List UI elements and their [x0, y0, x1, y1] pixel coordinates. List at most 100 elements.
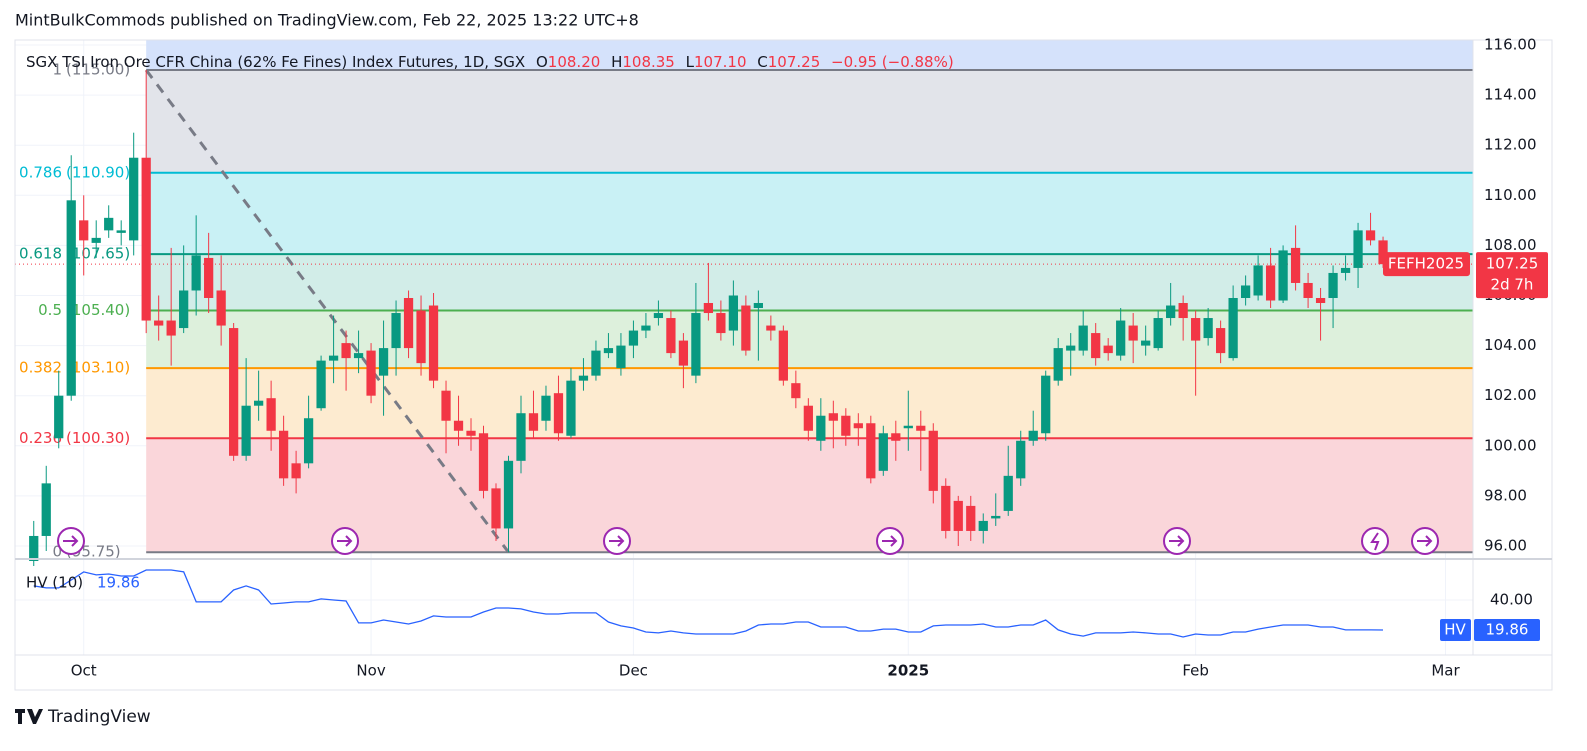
candle-body: [91, 237, 101, 243]
candle-body: [1053, 348, 1063, 381]
hv-tick-label: 40.00: [1490, 590, 1533, 608]
candle-body: [541, 395, 551, 421]
candle-body: [616, 345, 626, 369]
candle-body: [116, 230, 126, 233]
candle-body: [1315, 297, 1326, 304]
candle-body: [441, 390, 451, 421]
candle-body: [416, 310, 426, 364]
candle-body: [179, 290, 189, 329]
published-note: MintBulkCommods published on TradingView…: [15, 11, 639, 30]
candle-body: [1078, 325, 1088, 351]
event-arrow: [63, 535, 1433, 547]
candle-body: [303, 418, 314, 464]
candle-body: [428, 305, 439, 381]
candle-body: [1041, 375, 1051, 434]
candle-body: [216, 290, 226, 326]
candle-body: [204, 257, 214, 298]
candle-body: [503, 460, 514, 529]
candle-body: [853, 423, 863, 429]
fib-extension-band: [146, 40, 1474, 71]
frame: [14, 39, 1553, 691]
fib-band: [146, 254, 1474, 311]
candle-body: [1153, 318, 1163, 349]
symbol-tag-label: FEFH2025: [1388, 255, 1464, 273]
hv-legend: HV (10): [26, 574, 83, 592]
fib-ratio: 0.236: [19, 429, 62, 447]
candle-body: [129, 157, 139, 241]
fib-band: [146, 70, 1474, 173]
x-tick-label: 2025: [887, 662, 929, 680]
candle-body: [353, 353, 364, 359]
candle-body: [378, 348, 389, 376]
candle-body: [366, 350, 376, 396]
fib-price: (103.10): [66, 359, 130, 377]
hv-value-tag: [1474, 619, 1540, 642]
candle-body: [1028, 430, 1038, 441]
candle-body: [104, 217, 114, 231]
candle-body: [1340, 267, 1351, 273]
candle-body: [1253, 265, 1263, 296]
candle-body: [453, 420, 464, 431]
candle-body: [878, 433, 888, 471]
candle-body: [578, 375, 589, 381]
candle-body: [316, 360, 326, 409]
brand-logo: [15, 709, 43, 724]
ohlc-value: 108.20: [548, 53, 601, 71]
candle-body: [703, 303, 714, 314]
candle-body: [1365, 230, 1376, 241]
candle-body: [941, 485, 951, 531]
candle-body: [928, 430, 938, 491]
candle-body: [1290, 247, 1301, 283]
series-title: SGX TSI Iron Ore CFR China (62% Fe Fines…: [26, 53, 525, 71]
candle-body: [1278, 250, 1288, 301]
brand-name: TradingView: [47, 707, 151, 727]
fib-price: (107.65): [66, 245, 130, 263]
candle-body: [728, 295, 739, 331]
candle-body: [978, 520, 988, 531]
fib-price: (110.90): [66, 163, 130, 181]
y-tick-label: 98.00: [1484, 486, 1527, 504]
candle-body: [566, 380, 576, 436]
candle-body: [1303, 282, 1313, 298]
fib-band: [146, 438, 1474, 553]
y-tick-label: 102.00: [1484, 386, 1537, 404]
countdown-label: 2d 7h: [1491, 276, 1534, 294]
ohlc-key: C: [757, 53, 767, 71]
candle-body: [341, 343, 351, 359]
candle-body: [603, 348, 614, 354]
candle-body: [816, 415, 826, 441]
candle-body: [891, 433, 901, 441]
candle-body: [1191, 318, 1201, 341]
candle-body: [778, 330, 788, 381]
y-tick-label: 96.00: [1484, 536, 1527, 554]
candle-body: [666, 318, 676, 354]
fib-ratio: 0: [52, 543, 62, 561]
ohlc-value: 107.10: [694, 53, 747, 71]
candle-body: [1265, 265, 1276, 301]
candle-body: [1203, 318, 1213, 339]
candle-body: [278, 430, 289, 479]
candle-body: [903, 425, 913, 429]
candle-body: [1166, 305, 1176, 319]
fib-ratio: 0.5: [38, 301, 62, 319]
candle-body: [1353, 230, 1363, 268]
event-icons: [57, 527, 1439, 555]
x-tick-label: Oct: [71, 662, 97, 680]
candle-body: [241, 405, 251, 456]
y-tick-label: 108.00: [1484, 236, 1537, 254]
candle-body: [641, 325, 651, 331]
candle-body: [1240, 285, 1251, 298]
candle-body: [691, 313, 701, 376]
marks: 1 (115.00)0.786 (110.90)0.618 (107.65)0.5 (1…: [15, 61, 1473, 638]
candle-body: [1328, 272, 1338, 298]
candle-body: [791, 383, 801, 399]
background: [15, 40, 1474, 655]
candle-body: [653, 313, 664, 319]
candle-body: [753, 303, 763, 309]
brand: TradingView: [15, 707, 151, 727]
candle-body: [966, 505, 976, 531]
candle-body: [391, 313, 401, 349]
series-header: SGX TSI Iron Ore CFR China (62% Fe Fines…: [26, 53, 954, 71]
candle-body: [229, 328, 239, 456]
ohlc-key: L: [686, 53, 695, 71]
